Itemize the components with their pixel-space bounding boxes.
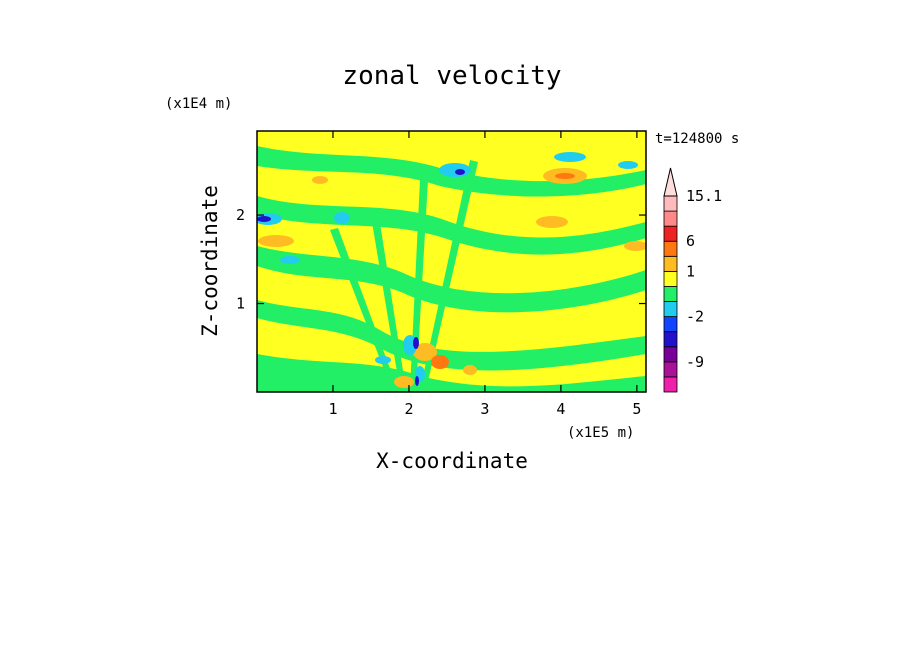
y-axis-unit: (x1E4 m) xyxy=(165,96,232,112)
colorbar: -9 -2 1 6 15.1 xyxy=(663,167,722,393)
plot-frame xyxy=(256,130,647,393)
x-tick-label: 5 xyxy=(632,400,641,418)
time-label: t=124800 s xyxy=(655,131,739,147)
colorbar-swatch xyxy=(663,316,678,333)
colorbar-swatch xyxy=(663,255,678,272)
x-tick-label: 3 xyxy=(480,400,489,418)
colorbar-swatch xyxy=(663,331,678,348)
colorbar-swatch xyxy=(663,301,678,318)
colorbar-swatch xyxy=(663,270,678,287)
y-axis: 12 xyxy=(236,206,646,313)
y-tick-label: 2 xyxy=(236,206,245,224)
colorbar-swatch xyxy=(663,240,678,257)
chart-title: zonal velocity xyxy=(342,61,561,91)
colorbar-label: 6 xyxy=(686,232,695,250)
colorbar-swatch xyxy=(663,346,678,363)
colorbar-swatch xyxy=(663,225,678,242)
colorbar-swatch xyxy=(663,376,678,393)
colorbar-label: -9 xyxy=(686,353,704,371)
colorbar-swatch xyxy=(663,361,678,378)
x-axis: 1 2 3 4 5 xyxy=(328,131,641,418)
colorbar-swatch xyxy=(663,286,678,302)
colorbar-swatch xyxy=(663,195,678,212)
y-tick-label: 1 xyxy=(236,295,245,313)
colorbar-extend-arrow xyxy=(663,167,678,197)
contour-field xyxy=(257,131,646,392)
colorbar-label: -2 xyxy=(686,308,704,326)
colorbar-label: 15.1 xyxy=(686,187,722,205)
x-axis-label: X-coordinate xyxy=(376,449,528,473)
x-tick-label: 4 xyxy=(556,400,565,418)
x-axis-unit: (x1E5 m) xyxy=(567,425,634,441)
colorbar-label: 1 xyxy=(686,262,695,280)
x-tick-label: 1 xyxy=(328,400,337,418)
colorbar-swatch xyxy=(663,210,678,227)
y-axis-label: Z-coordinate xyxy=(198,185,222,337)
x-tick-label: 2 xyxy=(404,400,413,418)
